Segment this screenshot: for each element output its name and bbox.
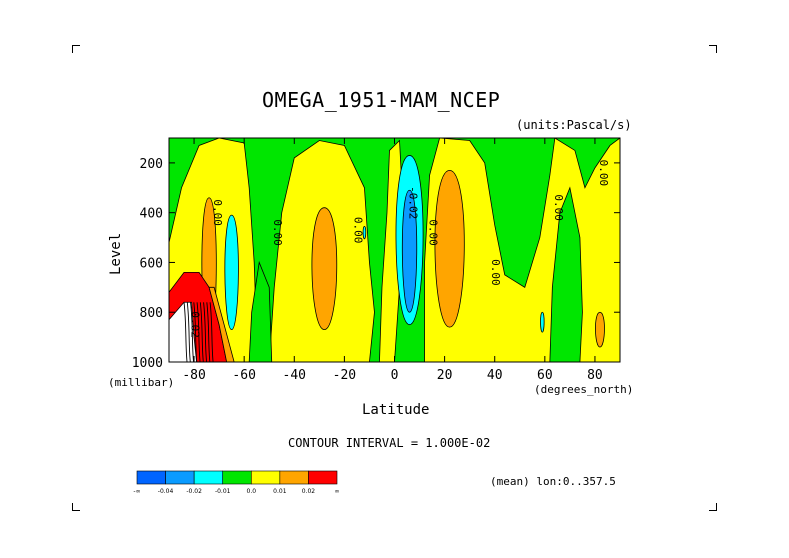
colorbar-swatch <box>193 470 224 485</box>
colorbar-label: -∞ <box>133 488 140 495</box>
y-tick-label: 600 <box>140 256 163 271</box>
blue-core-5n <box>401 189 418 313</box>
x-tick-label: 60 <box>537 368 553 383</box>
orange-core-28s <box>311 207 338 331</box>
y-tick-label: 400 <box>140 207 163 222</box>
polar-contour-line <box>209 302 214 362</box>
colorbar-label: -0.04 <box>158 488 174 495</box>
colorbar-label: -0.01 <box>215 488 231 495</box>
crop-mark-top-right <box>709 45 717 53</box>
crop-mark-bottom-right <box>709 503 717 511</box>
y-tick-label: 1000 <box>132 356 163 371</box>
cyan-core-65s <box>224 214 239 331</box>
contour-label: 0.00 <box>427 219 440 246</box>
yellow-patch-tropics <box>379 139 403 362</box>
contour-label: 0.00 <box>351 217 364 244</box>
green-gap-south <box>248 260 273 362</box>
y-unit-label: (millibar) <box>108 376 175 389</box>
x-tick-label: -60 <box>232 368 255 383</box>
mean-label: (mean) lon:0..357.5 <box>490 475 616 488</box>
contour-label: 0.00 <box>489 259 502 286</box>
plot-frame <box>168 137 621 363</box>
colorbar-swatch <box>250 470 281 485</box>
units-label: (units:Pascal/s) <box>516 118 632 132</box>
polar-contour-line <box>183 302 188 362</box>
x-unit-label: (degrees_north) <box>534 383 634 396</box>
polar-contour-line <box>190 302 195 362</box>
colorbar-swatch <box>279 470 309 485</box>
colorbar-swatch <box>222 470 252 485</box>
x-tick-label: -40 <box>283 368 306 383</box>
y-tick-label: 800 <box>140 306 163 321</box>
x-tick-label: 0 <box>391 368 399 383</box>
contour-interval-label: CONTOUR INTERVAL = 1.000E-02 <box>288 436 491 450</box>
colorbar-swatch <box>136 470 166 485</box>
x-tick-label: -20 <box>333 368 356 383</box>
contour-label: 0.00 <box>597 160 610 187</box>
x-tick-label: 80 <box>587 368 603 383</box>
orange-core-82n <box>595 311 605 348</box>
crop-mark-top-left <box>72 45 80 53</box>
polar-contour-line <box>199 302 204 362</box>
contour-label: 0.00 <box>271 219 284 246</box>
contour-label: 0.00 <box>211 199 224 226</box>
x-tick-label: 20 <box>437 368 453 383</box>
crop-mark-bottom-left <box>72 503 80 511</box>
x-tick-label: -80 <box>182 368 205 383</box>
colorbar-swatch <box>308 470 338 485</box>
orange-core-22n <box>434 169 465 328</box>
polar-contour-line <box>196 302 201 362</box>
x-axis-label: Latitude <box>362 402 430 418</box>
cyan-spot-60n <box>540 311 545 333</box>
chart-title: OMEGA_1951-MAM_NCEP <box>262 88 501 112</box>
colorbar-label: 0.0 <box>247 488 257 495</box>
contour-label: 0.00 <box>552 194 565 221</box>
green-gap-north <box>549 186 583 362</box>
x-tick-label: 40 <box>487 368 503 383</box>
colorbar-label: 0.02 <box>302 488 316 495</box>
colorbar-label: 0.01 <box>273 488 287 495</box>
polar-contour-line <box>203 302 208 362</box>
contour-label: 0.02 <box>189 311 202 338</box>
polar-contour-line <box>206 302 211 362</box>
y-tick-label: 200 <box>140 157 163 172</box>
colorbar-swatch <box>165 470 195 485</box>
colorbar-label: -0.02 <box>186 488 202 495</box>
colorbar-label: ∞ <box>335 488 340 495</box>
polar-contour-line <box>186 302 191 362</box>
polar-contour-line <box>193 302 198 362</box>
orange-polar-edge <box>208 286 235 362</box>
cyan-spot-12s <box>362 225 367 240</box>
contour-label: -0.02 <box>407 186 420 219</box>
